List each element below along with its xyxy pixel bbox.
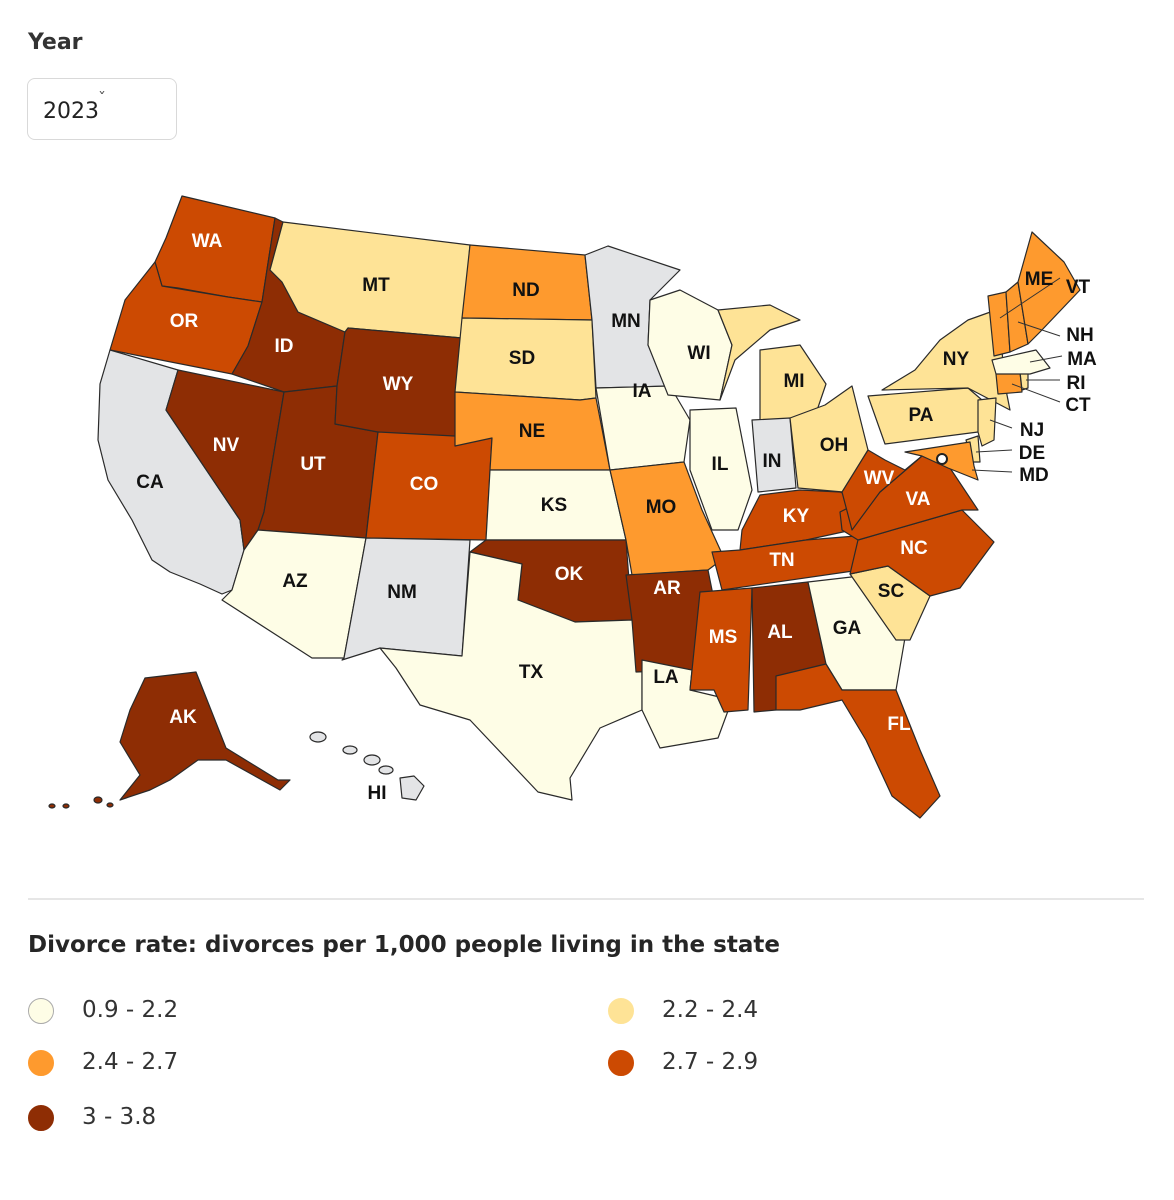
state-label-az: AZ [282,571,308,592]
state-label-in: IN [763,451,782,472]
alaska-island [62,803,70,809]
hawaii-island [342,745,358,755]
chevron-down-icon: ˇ [98,89,106,108]
legend-swatch [28,998,54,1024]
state-label-hi: HI [368,783,387,804]
state-label-wv: WV [864,468,895,489]
state-label-ak: AK [169,707,197,728]
state-label-ut: UT [300,454,326,475]
state-label-ny: NY [943,349,970,370]
state-label-me: ME [1025,269,1054,290]
state-label-ar: AR [653,578,681,599]
leader-line-ct [1011,383,1061,403]
legend-label: 2.7 - 2.9 [662,1049,759,1075]
state-label-ca: CA [136,472,164,493]
state-hi[interactable] [399,775,425,801]
state-label-ga: GA [833,618,862,639]
state-label-ky: KY [783,506,810,527]
legend-label: 3 - 3.8 [82,1104,157,1130]
divider [28,898,1144,900]
leader-line-vt [999,277,1061,319]
state-label-de: DE [1019,443,1045,464]
state-label-ma: MA [1067,349,1097,370]
us-choropleth-map: WA OR CA ID NV UT AZ MT WY CO NM ND SD NE KS OK TX MN IA MO… [48,195,1097,819]
state-label-mn: MN [611,311,641,332]
state-label-wi: WI [687,343,710,364]
alaska-island [93,796,103,804]
state-ct[interactable] [995,371,1023,395]
leader-line-nj [989,419,1013,429]
state-label-nd: ND [512,280,539,301]
state-label-tn: TN [769,550,794,571]
state-label-nc: NC [900,538,928,559]
state-label-mo: MO [646,497,677,518]
state-label-or: OR [170,311,199,332]
state-ma[interactable] [991,349,1051,375]
legend-swatch [28,1105,54,1131]
state-il[interactable] [689,407,753,531]
state-nj[interactable] [977,397,997,447]
leader-line-de [975,449,1013,453]
legend-label: 0.9 - 2.2 [82,997,179,1023]
state-label-wy: WY [383,374,414,395]
legend-swatch [608,998,634,1024]
state-label-vt: VT [1066,277,1091,298]
state-label-md: MD [1019,465,1049,486]
state-tx[interactable] [379,551,643,801]
state-label-ms: MS [709,627,738,648]
year-filter-label: Year [28,30,83,55]
legend-label: 2.4 - 2.7 [82,1049,179,1075]
state-label-fl: FL [887,714,911,735]
state-label-ia: IA [633,381,652,402]
state-label-sd: SD [509,348,535,369]
state-label-nh: NH [1066,325,1093,346]
state-label-ri: RI [1067,373,1086,394]
leader-line-md [971,469,1013,473]
state-label-pa: PA [909,405,934,426]
state-label-ok: OK [555,564,584,585]
state-label-tx: TX [519,662,544,683]
hawaii-island [363,754,381,766]
year-select-value: 2023 [43,99,99,124]
state-label-ne: NE [519,421,545,442]
state-label-sc: SC [878,581,905,602]
state-label-ct: CT [1065,395,1091,416]
state-label-nv: NV [213,435,240,456]
legend-swatch [608,1050,634,1076]
state-label-mi: MI [783,371,804,392]
state-label-wa: WA [192,231,223,252]
state-label-nj: NJ [1020,420,1044,441]
dc-marker [936,453,948,465]
state-label-co: CO [410,474,439,495]
state-ia[interactable] [595,385,691,471]
legend-title: Divorce rate: divorces per 1,000 people … [28,932,780,958]
state-ak[interactable] [119,671,291,801]
state-label-al: AL [767,622,793,643]
legend-swatch [28,1050,54,1076]
hawaii-island [309,731,327,743]
state-label-mt: MT [362,275,390,296]
state-label-id: ID [275,336,294,357]
state-label-oh: OH [820,435,849,456]
state-label-va: VA [906,489,931,510]
leader-line-ma [1029,355,1063,363]
legend-label: 2.2 - 2.4 [662,997,759,1023]
year-select[interactable]: 2023 ˇ [27,78,177,140]
state-label-il: IL [712,454,729,475]
leader-line-nh [1017,321,1061,337]
alaska-island [48,803,56,809]
state-me[interactable] [1017,231,1081,345]
state-label-la: LA [653,667,679,688]
state-label-ks: KS [541,495,567,516]
state-label-nm: NM [387,582,417,603]
state-nc[interactable] [849,509,995,597]
alaska-island [106,802,114,808]
state-in[interactable] [751,417,797,493]
state-wv[interactable] [841,449,923,531]
hawaii-island [378,765,394,775]
state-fl[interactable] [775,663,941,819]
